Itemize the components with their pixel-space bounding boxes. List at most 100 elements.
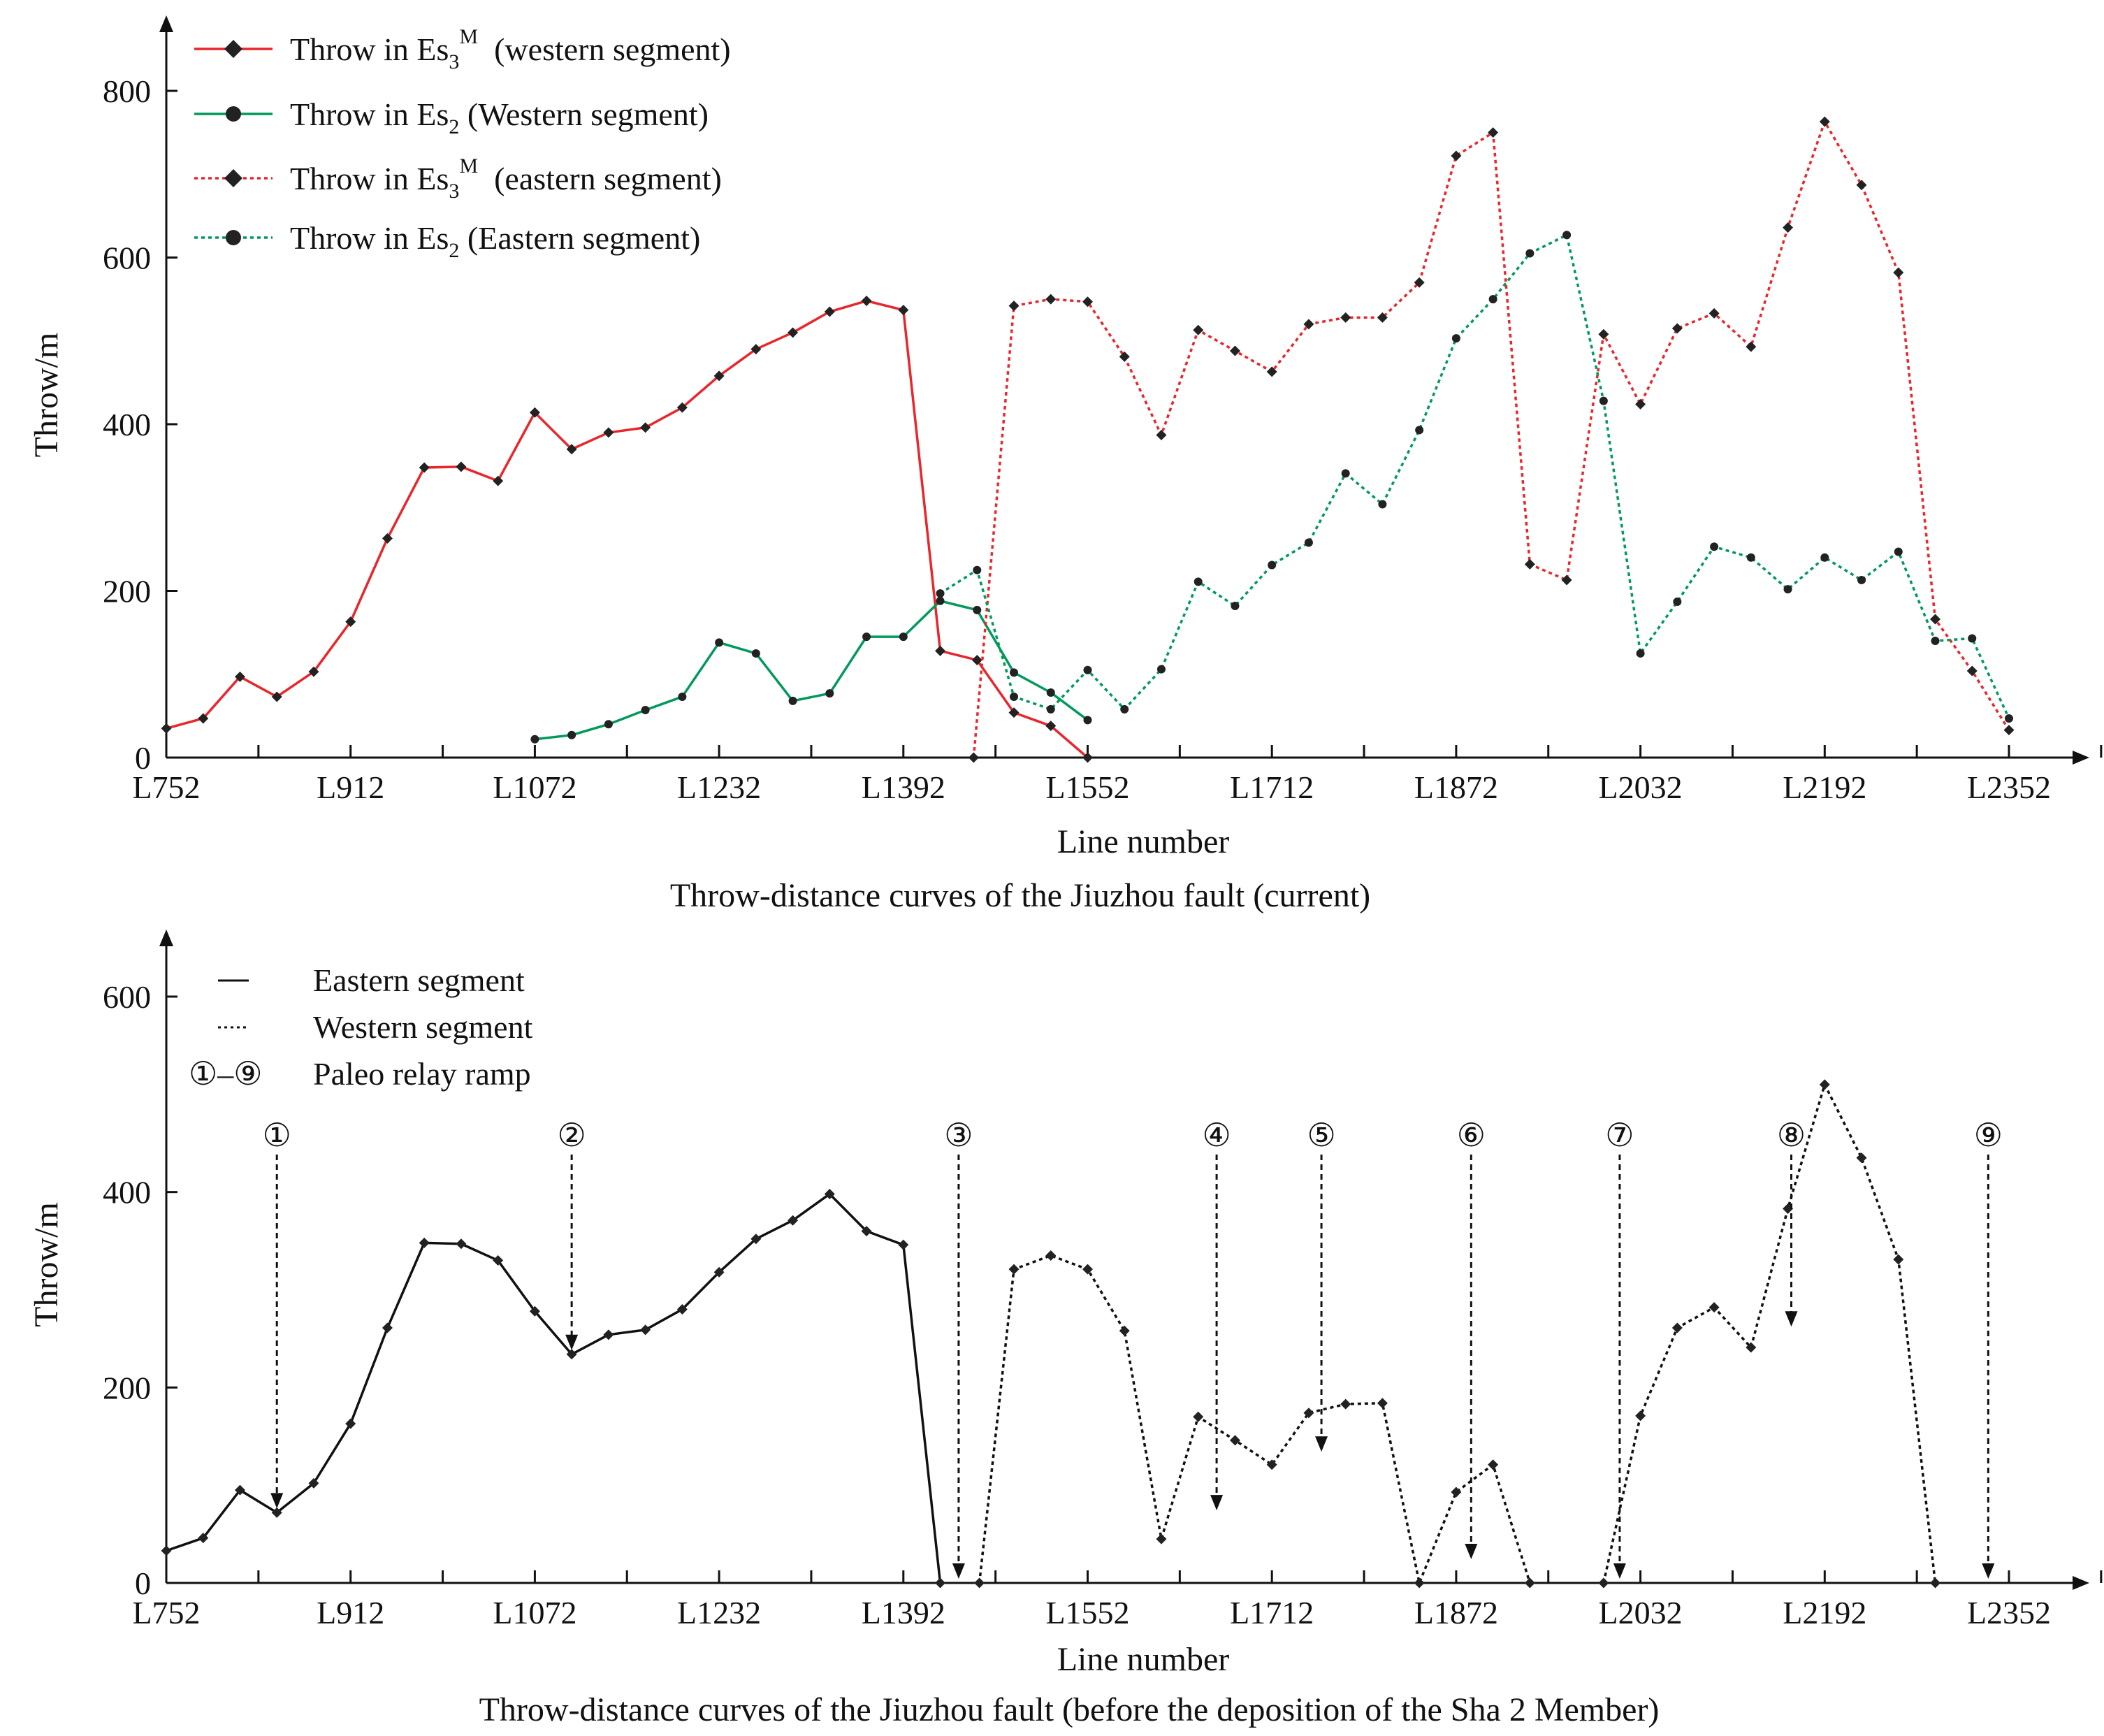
c1-legend: Throw in Es3M (western segment) Throw in … [194,25,731,262]
c1-data-point [1710,542,1719,551]
c2-relay-ramp: ⑥ [1457,1117,1486,1560]
c2-data-point [382,1322,393,1333]
c1-series-line [972,120,2010,758]
c2-data-point [1746,1342,1757,1353]
legend-swatch-marker [226,230,241,245]
c1-series-line [166,299,1089,759]
c2-data-point [824,1188,835,1199]
c2-relay-ramp-label: ② [558,1117,586,1153]
c1-data-point [1010,692,1019,701]
c1-data-point [1083,665,1092,674]
c1-data-point [1635,398,1646,410]
c1-data-point [968,752,979,763]
c1-x-tick-label: L1872 [1414,769,1498,805]
c1-data-point [1673,598,1682,607]
c2-data-point [308,1477,319,1489]
c1-y-tick-label: 0 [135,740,151,776]
c2-relay-ramp-arrowhead [565,1334,579,1350]
c2-data-point [1377,1398,1388,1409]
c2-relay-ramp-arrowhead [270,1493,284,1509]
c1-data-point [1193,324,1204,335]
c1-chart-title: Throw-distance curves of the Jiuzhou fau… [670,877,1370,914]
c1-x-tick-label: L1552 [1045,769,1129,805]
c1-data-point [640,422,651,433]
c2-relay-ramp: ② [558,1117,586,1350]
c2-relay-ramp: ⑤ [1307,1117,1336,1452]
c1-x-axis-arrow [2073,751,2089,765]
c2-data-point [1451,1487,1462,1498]
c1-data-point [1931,637,1940,646]
c1-data-point [1008,707,1020,718]
c1-data-point [1304,538,1313,547]
c2-data-point [1082,1264,1093,1275]
c1-data-point [824,306,835,317]
c2-series-1 [161,1188,946,1589]
c1-data-point [1598,328,1609,340]
c1-x-tick-label: L912 [317,769,384,805]
c2-x-tick-label: L1712 [1230,1595,1314,1630]
c1-data-point [234,671,245,682]
c1-series-3 [968,116,2015,763]
c1-data-point [1156,430,1167,441]
c2-data-point [640,1324,651,1336]
c2-y-tick-label: 600 [103,979,151,1015]
c2-data-point [566,1349,577,1360]
c1-data-point [715,638,724,647]
c1-data-point [899,632,908,642]
c1-series-line [939,233,2010,719]
c1-y-tick-label: 800 [103,73,151,109]
c1-x-tick-label: L1392 [862,769,945,805]
c2-series-2 [974,1079,1941,1589]
c1-data-point [456,461,467,472]
c2-data-point [676,1303,688,1315]
c1-data-point [567,730,576,739]
c2-data-point [345,1418,356,1429]
c1-data-point [1893,267,1904,278]
c2-legend: Eastern segment Western segment ①–⑨ Paleo r… [189,962,533,1092]
c2-relay-ramp-arrowhead [1210,1495,1224,1511]
c1-data-point [750,344,762,355]
c1-data-point [1783,585,1792,594]
c2-relay-ramp: ③ [944,1117,973,1579]
c1-data-point [1156,665,1166,674]
c1-data-point [1819,116,1830,127]
c1-data-point [1119,351,1130,362]
c1-data-point [1303,319,1314,330]
c2-relay-ramp-arrowhead [952,1563,965,1579]
c1-data-point [788,696,797,705]
c2-relay-ramp-label: ⑦ [1605,1117,1634,1153]
c2-relay-ramp-label: ③ [944,1117,973,1153]
c2-data-point [750,1234,762,1245]
c1-data-point [1930,614,1941,625]
c1-x-tick-label: L2192 [1783,769,1866,805]
c2-x-tick-label: L2352 [1967,1595,2051,1630]
c2-x-tick-label: L2192 [1783,1595,1866,1630]
legend-label: Throw in Es2 (Western segment) [290,96,709,138]
c2-data-point [161,1545,172,1556]
c2-data-point [1708,1302,1720,1313]
c1-data-point [2005,714,2013,723]
c1-data-point [973,605,982,614]
c2-x-tick-label: L912 [317,1595,384,1630]
c1-data-point [1415,426,1424,435]
c1-data-point [1857,575,1866,584]
c2-data-point [1266,1459,1277,1470]
c1-data-point [1783,222,1794,233]
c2-y-axis-arrow [159,930,173,946]
c2-data-point [861,1226,872,1237]
c2-data-point [603,1329,614,1340]
c2-data-point [1671,1322,1683,1333]
c1-data-point [1562,231,1572,240]
c1-x-tick-label: L1712 [1230,769,1314,805]
c1-data-point [1008,301,1020,312]
c1-data-point [1671,323,1683,334]
c1-data-point [345,616,356,628]
c1-data-point [566,444,577,455]
c1-data-point [1451,334,1460,343]
c1-y-tick-label: 600 [103,240,151,276]
c1-y-tick-label: 200 [103,574,151,609]
c2-data-point [898,1239,909,1250]
c1-x-tick-label: L752 [132,769,200,805]
c1-data-point [1746,341,1757,352]
c1-data-point [1488,295,1497,304]
